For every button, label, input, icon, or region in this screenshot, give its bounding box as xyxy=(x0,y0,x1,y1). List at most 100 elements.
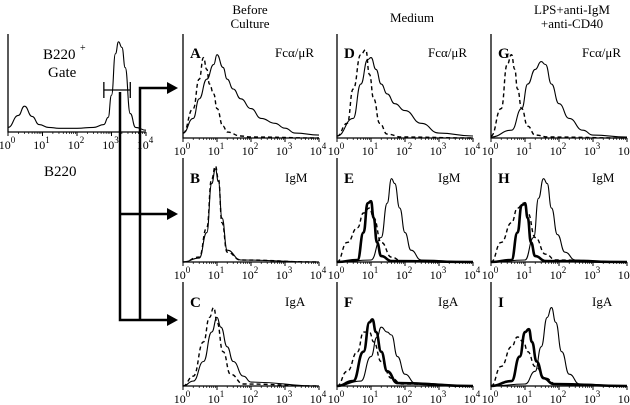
panel-letter-d: D xyxy=(344,46,355,62)
panel-axes-gate xyxy=(7,34,146,133)
x-tick-label: 102 xyxy=(550,265,567,282)
x-tick-label: 102 xyxy=(396,389,413,405)
x-tick-label: 104 xyxy=(464,265,481,282)
stain-i: IgA xyxy=(592,294,613,309)
series-F-solid xyxy=(336,326,474,387)
x-tick-label: 101 xyxy=(516,265,533,282)
x-tick-label: 102 xyxy=(396,265,413,282)
gate-label-b220: B220 xyxy=(43,47,76,63)
series-I-bold xyxy=(490,327,628,388)
panel-letter-h: H xyxy=(498,171,510,187)
header-before: Before xyxy=(232,2,268,17)
series-H-bold xyxy=(490,201,628,264)
x-tick-label: 104 xyxy=(618,389,630,405)
x-tick-label: 100 xyxy=(174,389,191,405)
x-tick-label: 104 xyxy=(310,389,327,405)
header-culture: Culture xyxy=(231,16,270,31)
series-D-dashed xyxy=(336,49,474,139)
panel-letter-e: E xyxy=(344,171,354,187)
series-B-solid xyxy=(182,168,320,263)
x-tick-label: 101 xyxy=(33,135,50,152)
header-lps-2: +anti-CD40 xyxy=(541,16,603,31)
x-tick-label: 102 xyxy=(550,141,567,158)
x-tick-label: 102 xyxy=(396,141,413,158)
x-tick-label: 101 xyxy=(516,389,533,405)
stain-h: IgM xyxy=(592,170,615,185)
series-A-dashed xyxy=(182,56,320,139)
x-tick-label: 102 xyxy=(550,389,567,405)
x-tick-label: 103 xyxy=(584,141,601,158)
series-gate-solid xyxy=(7,41,147,131)
x-tick-label: 104 xyxy=(618,141,630,158)
x-tick-label: 104 xyxy=(310,265,327,282)
arrows xyxy=(118,86,168,322)
series-E-dashed xyxy=(336,207,474,263)
x-tick-label: 104 xyxy=(137,135,154,152)
header-lps-1: LPS+anti-IgM xyxy=(534,2,610,17)
x-tick-label: 103 xyxy=(430,141,447,158)
series-G-solid xyxy=(490,61,628,138)
series-E-solid xyxy=(336,178,474,263)
x-tick-label: 103 xyxy=(430,265,447,282)
panel-letter-c: C xyxy=(190,295,201,311)
series-C-solid xyxy=(182,316,320,387)
x-tick-label: 100 xyxy=(482,265,499,282)
x-tick-label: 103 xyxy=(102,135,119,152)
stain-e: IgM xyxy=(438,170,461,185)
x-tick-label: 100 xyxy=(328,389,345,405)
x-tick-label: 100 xyxy=(328,265,345,282)
series-I-solid xyxy=(490,307,628,387)
x-tick-label: 100 xyxy=(328,141,345,158)
panel-letter-f: F xyxy=(344,295,353,311)
panel-letter-a: A xyxy=(190,46,201,62)
series-H-dashed xyxy=(490,202,628,263)
x-tick-label: 102 xyxy=(242,389,259,405)
series-E-bold xyxy=(336,199,474,264)
gate-label-sup: + xyxy=(80,43,86,54)
panel-letter-g: G xyxy=(498,46,510,62)
x-tick-label: 101 xyxy=(362,141,379,158)
series-F-bold xyxy=(336,318,474,388)
x-tick-label: 102 xyxy=(242,141,259,158)
panel-letter-i: I xyxy=(498,295,504,311)
stain-d: Fcα/μR xyxy=(428,45,467,60)
x-tick-label: 103 xyxy=(276,265,293,282)
gate-label-gate: Gate xyxy=(48,65,77,81)
arrow-head-b xyxy=(167,208,178,220)
x-tick-label: 104 xyxy=(464,389,481,405)
series-A-solid xyxy=(182,54,320,136)
stain-c: IgA xyxy=(285,294,306,309)
x-tick-label: 100 xyxy=(174,265,191,282)
x-tick-label: 104 xyxy=(618,265,630,282)
x-tick-label: 100 xyxy=(482,141,499,158)
x-tick-label: 102 xyxy=(242,265,259,282)
x-tick-label: 103 xyxy=(584,265,601,282)
series-G-dashed xyxy=(490,53,628,139)
stain-b: IgM xyxy=(285,170,308,185)
x-tick-label: 101 xyxy=(516,141,533,158)
x-tick-label: 101 xyxy=(362,389,379,405)
series-F-dashed xyxy=(336,331,474,387)
panel-letter-b: B xyxy=(190,171,200,187)
stain-a: Fcα/μR xyxy=(275,45,314,60)
x-tick-label: 104 xyxy=(464,141,481,158)
x-tick-label: 101 xyxy=(362,265,379,282)
x-tick-label: 104 xyxy=(310,141,327,158)
arrow-head-c xyxy=(167,314,178,326)
stain-g: Fcα/μR xyxy=(582,45,621,60)
x-tick-label: 103 xyxy=(584,389,601,405)
stain-f: IgA xyxy=(438,294,459,309)
x-tick-label: 101 xyxy=(208,141,225,158)
x-tick-label: 101 xyxy=(208,265,225,282)
x-tick-label: 102 xyxy=(68,135,85,152)
gate-xlabel: B220 xyxy=(44,164,77,180)
x-tick-label: 103 xyxy=(276,141,293,158)
series-C-dashed xyxy=(182,306,320,387)
x-tick-label: 100 xyxy=(0,135,16,152)
x-tick-label: 100 xyxy=(482,389,499,405)
header-medium: Medium xyxy=(390,10,434,25)
x-tick-label: 101 xyxy=(208,389,225,405)
x-tick-label: 103 xyxy=(430,389,447,405)
series-H-solid xyxy=(490,178,628,263)
